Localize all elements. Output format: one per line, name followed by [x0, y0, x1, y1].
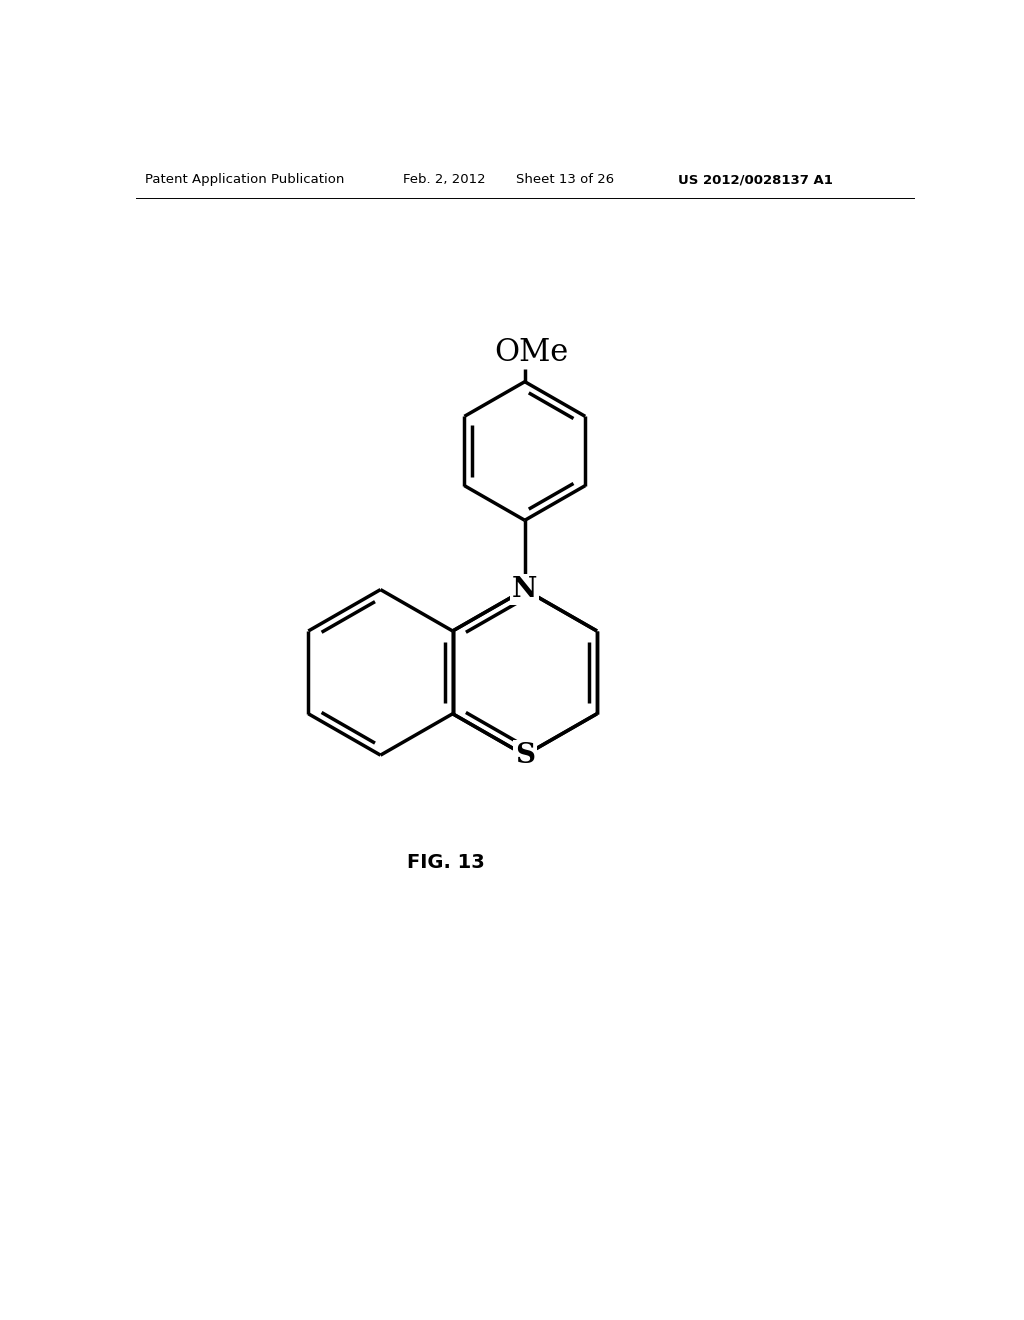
- Text: N: N: [512, 576, 538, 603]
- Text: Feb. 2, 2012: Feb. 2, 2012: [403, 173, 485, 186]
- Text: OMe: OMe: [494, 337, 568, 368]
- Text: Sheet 13 of 26: Sheet 13 of 26: [515, 173, 613, 186]
- Text: Patent Application Publication: Patent Application Publication: [145, 173, 344, 186]
- Text: US 2012/0028137 A1: US 2012/0028137 A1: [678, 173, 834, 186]
- Text: FIG. 13: FIG. 13: [407, 854, 484, 873]
- Text: S: S: [515, 742, 535, 768]
